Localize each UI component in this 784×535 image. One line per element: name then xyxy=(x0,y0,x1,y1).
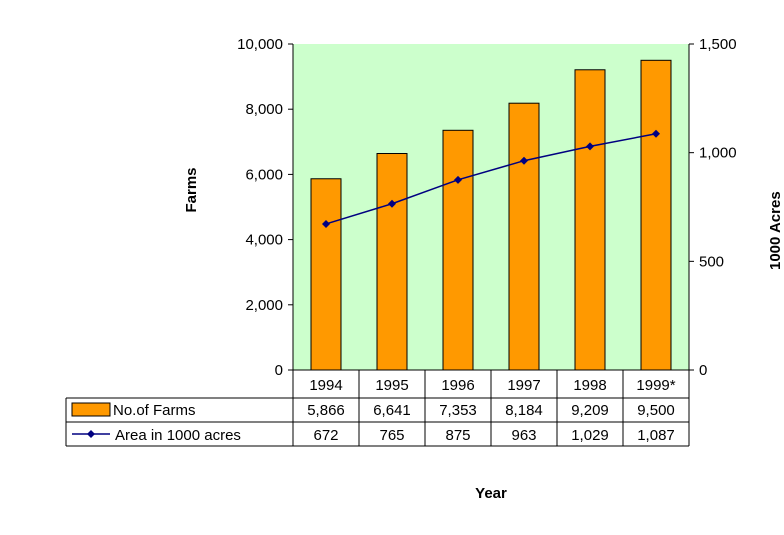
table-value: 9,500 xyxy=(637,402,675,419)
y2-tick-label: 500 xyxy=(699,253,724,270)
y2-tick-label: 1,500 xyxy=(699,36,737,53)
y-tick-label: 2,000 xyxy=(245,297,283,314)
table-value: 8,184 xyxy=(505,402,543,419)
farms-bars xyxy=(310,59,672,371)
y-axis-title: Farms xyxy=(183,167,200,212)
table-category-label: 1995 xyxy=(375,377,408,394)
y-tick-label: 6,000 xyxy=(245,166,283,183)
y2-axis-title: 1000 Acres xyxy=(767,191,784,270)
legend-bar-swatch xyxy=(71,402,111,417)
bar xyxy=(310,178,342,371)
line-point xyxy=(652,129,660,138)
table-value: 875 xyxy=(445,427,470,444)
bar xyxy=(574,69,606,371)
y-tick-label: 8,000 xyxy=(245,101,283,118)
line-point xyxy=(520,156,528,165)
y-tick-label: 4,000 xyxy=(245,232,283,249)
line-point xyxy=(388,199,396,208)
data-table: 1994 1995 1996 1997 1998 1999* No.of Farms 5,86… xyxy=(65,370,690,447)
plot-area xyxy=(293,44,689,370)
line-point xyxy=(586,142,594,151)
line-path xyxy=(325,133,657,225)
table-value: 1,087 xyxy=(637,427,675,444)
line-point xyxy=(454,175,462,184)
table-value: 963 xyxy=(511,427,536,444)
table-value: 6,641 xyxy=(373,402,411,419)
table-category-label: 1996 xyxy=(441,377,474,394)
table-value: 5,866 xyxy=(307,402,345,419)
table-category-label: 1998 xyxy=(573,377,606,394)
legend-label: No.of Farms xyxy=(113,402,196,419)
legend-label: Area in 1000 acres xyxy=(115,427,241,444)
line-point xyxy=(322,219,330,228)
legend-line-marker xyxy=(87,430,95,438)
table-value: 7,353 xyxy=(439,402,477,419)
area-line xyxy=(322,129,660,228)
table-category-label: 1999* xyxy=(636,377,675,394)
table-value: 9,209 xyxy=(571,402,609,419)
y2-tick-label: 0 xyxy=(699,362,707,379)
table-value: 672 xyxy=(313,427,338,444)
table-value: 1,029 xyxy=(571,427,609,444)
table-value: 765 xyxy=(379,427,404,444)
y2-tick-label: 1,000 xyxy=(699,145,737,162)
bar xyxy=(508,102,540,371)
bar xyxy=(442,129,474,371)
bar xyxy=(376,153,408,371)
x-axis-title: Year xyxy=(475,485,507,502)
table-category-label: 1997 xyxy=(507,377,540,394)
bar xyxy=(640,59,672,371)
y-tick-label: 0 xyxy=(275,362,283,379)
table-category-label: 1994 xyxy=(309,377,342,394)
y-tick-label: 10,000 xyxy=(237,36,283,53)
